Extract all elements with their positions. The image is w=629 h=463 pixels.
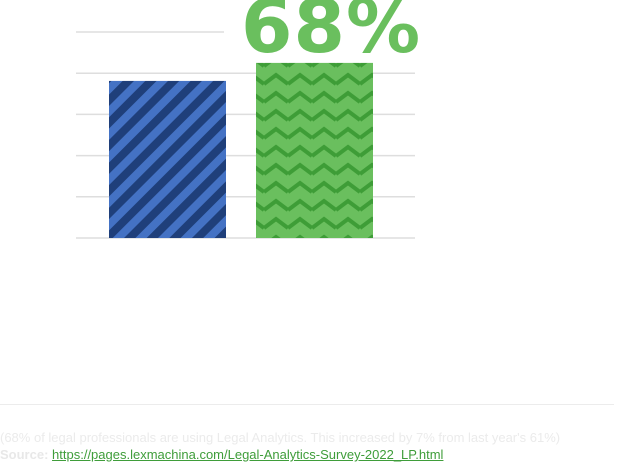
source-line: Source: https://pages.lexmachina.com/Leg… (0, 446, 629, 463)
caption-text: (68% of legal professionals are using Le… (0, 430, 561, 445)
bar-chart (76, 31, 415, 239)
bar-1 (109, 80, 226, 238)
source-link[interactable]: https://pages.lexmachina.com/Legal-Analy… (52, 447, 444, 462)
bars (109, 62, 373, 239)
bar-2 (256, 62, 373, 239)
headline-stat: 68% (241, 0, 422, 70)
divider (0, 404, 614, 405)
source-label: Source: (0, 447, 49, 462)
